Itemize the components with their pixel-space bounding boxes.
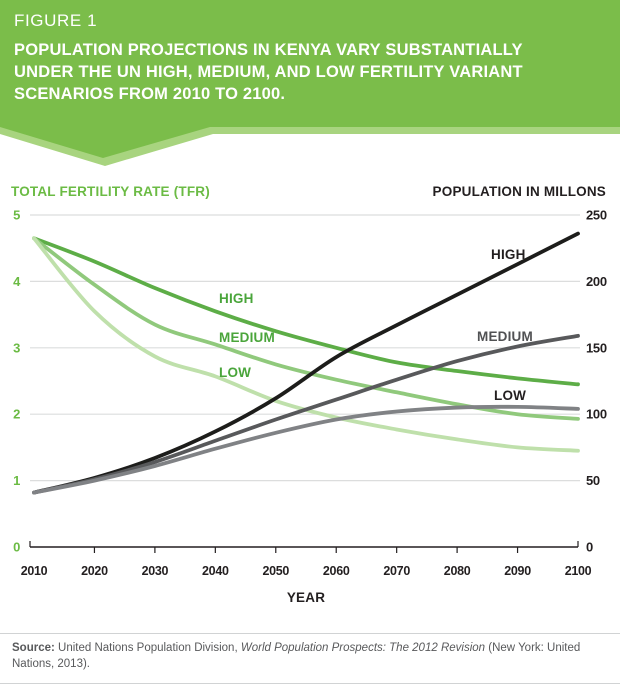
- left-axis-tick-label: 1: [13, 473, 20, 488]
- right-axis-tick-label: 250: [586, 208, 607, 223]
- x-axis-tick-label: 2090: [504, 564, 531, 578]
- source-text-before-italic: United Nations Population Division,: [54, 642, 241, 654]
- series-label-pop-high: HIGH: [491, 247, 526, 262]
- right-axis-tick-label: 0: [586, 540, 593, 555]
- x-axis-tick-label: 2030: [142, 564, 169, 578]
- series-line-pop-medium: [32, 333, 580, 495]
- left-axis-title: TOTAL FERTILITY RATE (TFR): [11, 184, 210, 199]
- right-axis-tick-label: 100: [586, 407, 607, 422]
- right-axis-title: POPULATION IN MILLONS: [433, 184, 606, 199]
- series-line-pop-high: [32, 231, 580, 495]
- series-label-tfr-medium: MEDIUM: [219, 330, 275, 345]
- series-line-tfr-low: [32, 236, 580, 453]
- left-axis-tick-label: 3: [13, 340, 20, 355]
- source-publication-title: World Population Prospects: The 2012 Rev…: [240, 642, 486, 654]
- left-axis-tick-label: 2: [13, 407, 20, 422]
- figure-title: POPULATION PROJECTIONS IN KENYA VARY SUB…: [14, 39, 604, 105]
- figure-title-line-2: UNDER THE UN HIGH, MEDIUM, AND LOW FERTI…: [14, 63, 523, 81]
- x-axis-tick-label: 2050: [262, 564, 289, 578]
- right-axis-tick-label: 150: [586, 340, 607, 355]
- figure-title-line-1: POPULATION PROJECTIONS IN KENYA VARY SUB…: [14, 41, 523, 59]
- source-footer: Source: United Nations Population Divisi…: [0, 633, 620, 684]
- figure-title-line-3: SCENARIOS FROM 2010 TO 2100.: [14, 85, 286, 103]
- x-axis-tick-label: 2100: [565, 564, 592, 578]
- right-axis-tick-label: 50: [586, 473, 600, 488]
- series-label-tfr-high: HIGH: [219, 291, 254, 306]
- series-line-tfr-high: [32, 236, 580, 387]
- source-label: Source:: [12, 642, 55, 654]
- x-axis-tick-label: 2070: [383, 564, 410, 578]
- left-axis-tick-label: 4: [13, 274, 21, 289]
- series-label-tfr-low: LOW: [219, 365, 251, 380]
- x-axis-tick-label: 2020: [81, 564, 108, 578]
- left-axis-tick-label: 0: [13, 540, 20, 555]
- figure-banner: [0, 0, 620, 127]
- x-axis-tick-label: 2060: [323, 564, 350, 578]
- source-text: Source: United Nations Population Divisi…: [0, 634, 620, 672]
- x-axis-tick-label: 2080: [444, 564, 471, 578]
- x-axis-title: YEAR: [287, 590, 325, 605]
- source-text-after-italic: (New York: United Nations, 2013).: [12, 642, 581, 670]
- series-line-pop-low: [32, 404, 580, 495]
- banner-chevron-decoration: [0, 127, 620, 166]
- series-label-pop-medium: MEDIUM: [477, 329, 533, 344]
- series-line-tfr-medium: [32, 236, 580, 421]
- banner-chevron-dark-shape: [0, 127, 210, 158]
- right-axis-tick-label: 200: [586, 274, 607, 289]
- x-axis-tick-label: 2010: [21, 564, 48, 578]
- left-axis-tick-label: 5: [13, 208, 20, 223]
- x-axis-tick-label: 2040: [202, 564, 229, 578]
- series-label-pop-low: LOW: [494, 388, 526, 403]
- figure-number-label: FIGURE 1: [14, 11, 98, 30]
